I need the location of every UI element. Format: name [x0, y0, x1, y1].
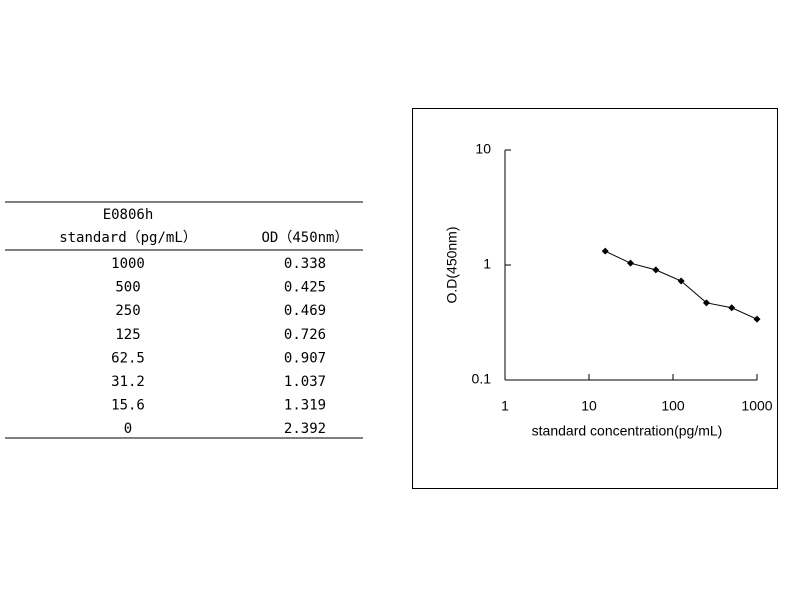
table-header: OD（450nm） — [261, 230, 348, 246]
data-point — [702, 299, 710, 307]
x-axis-label: standard concentration(pg/mL) — [532, 423, 723, 439]
table-cell: 250 — [115, 303, 140, 319]
data-point — [601, 247, 609, 255]
x-tick-label: 100 — [661, 398, 685, 414]
x-tick-label: 1000 — [741, 398, 772, 414]
table-cell: 1.037 — [284, 374, 326, 390]
table-cell: 0.726 — [284, 327, 326, 343]
table-cell: 0.338 — [284, 256, 326, 272]
table-cell: 500 — [115, 280, 140, 296]
data-point — [728, 304, 736, 312]
table-cell: 1.319 — [284, 398, 326, 414]
table-cell: 2.392 — [284, 421, 326, 437]
table-cell: 1000 — [111, 256, 145, 272]
table-cell: 0.469 — [284, 303, 326, 319]
data-point — [652, 266, 660, 274]
table-cell: 62.5 — [111, 350, 145, 366]
table-header: E0806h — [103, 207, 154, 223]
table-cell: 0 — [124, 421, 132, 437]
data-point — [677, 277, 685, 285]
y-axis-label: O.D(450nm) — [444, 226, 460, 303]
x-tick-label: 1 — [501, 398, 509, 414]
table-cell: 0.907 — [284, 350, 326, 366]
data-point — [753, 315, 761, 323]
data-line — [605, 250, 758, 320]
y-tick-label: 1 — [483, 256, 491, 272]
table-cell: 31.2 — [111, 374, 145, 390]
data-point — [627, 259, 635, 267]
x-tick-label: 10 — [581, 398, 597, 414]
y-tick-label: 10 — [475, 141, 491, 157]
table-cell: 15.6 — [111, 398, 145, 414]
table-header: standard（pg/mL） — [59, 230, 197, 246]
y-tick-label: 0.1 — [472, 371, 492, 387]
table-cell: 125 — [115, 327, 140, 343]
chart-frame — [412, 108, 778, 489]
table-cell: 0.425 — [284, 280, 326, 296]
